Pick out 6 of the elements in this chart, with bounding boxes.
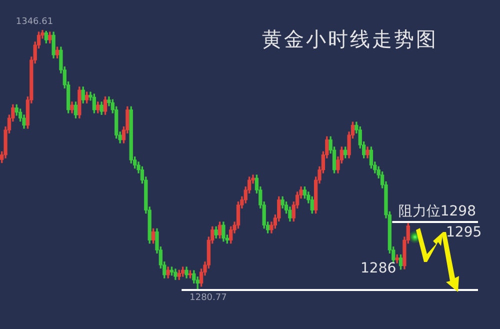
annotation: 1346.61 bbox=[16, 16, 54, 27]
text: 1295 bbox=[446, 224, 482, 241]
ref-line-label: 1280.77 bbox=[190, 292, 227, 303]
ref-line-label: 阻力位1298 bbox=[398, 204, 476, 220]
annotation: 1286 bbox=[360, 260, 396, 277]
chart-title: 黄金小时线走势图 bbox=[262, 28, 438, 53]
